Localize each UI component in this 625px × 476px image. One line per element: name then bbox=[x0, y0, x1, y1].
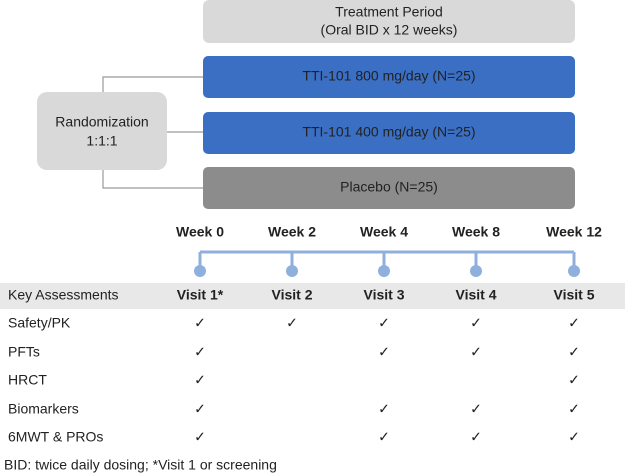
check-mark: ✓ bbox=[470, 315, 482, 331]
check-mark: ✓ bbox=[568, 429, 580, 445]
row-label: HRCT bbox=[8, 372, 47, 388]
arm-box bbox=[203, 167, 575, 209]
table-header: Visit 3 bbox=[364, 287, 405, 303]
check-mark: ✓ bbox=[194, 429, 206, 445]
check-mark: ✓ bbox=[568, 401, 580, 417]
treatment-box bbox=[203, 0, 575, 43]
week-label: Week 2 bbox=[268, 224, 316, 240]
row-label: PFTs bbox=[8, 344, 40, 360]
row-label: Biomarkers bbox=[8, 401, 79, 417]
week-label: Week 12 bbox=[546, 224, 602, 240]
arm-label: TTI-101 400 mg/day (N=25) bbox=[302, 124, 475, 140]
check-mark: ✓ bbox=[286, 315, 298, 331]
arm-box bbox=[203, 112, 575, 154]
check-mark: ✓ bbox=[568, 315, 580, 331]
week-label: Week 8 bbox=[452, 224, 500, 240]
check-mark: ✓ bbox=[470, 344, 482, 360]
row-label: Safety/PK bbox=[8, 315, 71, 331]
table-header-bg bbox=[0, 283, 625, 309]
arm-label: Placebo (N=25) bbox=[340, 179, 438, 195]
treatment-label: Treatment Period bbox=[335, 4, 443, 20]
table-header: Visit 5 bbox=[554, 287, 595, 303]
row-label: 6MWT & PROs bbox=[8, 429, 103, 445]
check-mark: ✓ bbox=[194, 315, 206, 331]
check-mark: ✓ bbox=[378, 344, 390, 360]
check-mark: ✓ bbox=[194, 401, 206, 417]
check-mark: ✓ bbox=[194, 344, 206, 360]
timeline-dot bbox=[194, 265, 206, 277]
check-mark: ✓ bbox=[378, 315, 390, 331]
check-mark: ✓ bbox=[470, 401, 482, 417]
week-label: Week 0 bbox=[176, 224, 224, 240]
arm-label: TTI-101 800 mg/day (N=25) bbox=[302, 68, 475, 84]
check-mark: ✓ bbox=[568, 344, 580, 360]
arm-box bbox=[203, 56, 575, 98]
week-label: Week 4 bbox=[360, 224, 408, 240]
treatment-label: (Oral BID x 12 weeks) bbox=[321, 22, 458, 38]
table-header: Visit 2 bbox=[272, 287, 313, 303]
randomization-label: 1:1:1 bbox=[86, 133, 117, 149]
table-header: Visit 4 bbox=[456, 287, 497, 303]
table-header: Visit 1* bbox=[177, 287, 224, 303]
check-mark: ✓ bbox=[568, 372, 580, 388]
randomization-box bbox=[37, 92, 167, 170]
connectors bbox=[102, 76, 203, 189]
table-header: Key Assessments bbox=[8, 287, 119, 303]
timeline-dot bbox=[470, 265, 482, 277]
check-mark: ✓ bbox=[378, 429, 390, 445]
timeline-dot bbox=[286, 265, 298, 277]
check-mark: ✓ bbox=[378, 401, 390, 417]
check-mark: ✓ bbox=[470, 429, 482, 445]
randomization-label: Randomization bbox=[55, 114, 148, 130]
timeline-dot bbox=[568, 265, 580, 277]
check-mark: ✓ bbox=[194, 372, 206, 388]
footnote: BID: twice daily dosing; *Visit 1 or scr… bbox=[4, 457, 277, 473]
timeline-dot bbox=[378, 265, 390, 277]
